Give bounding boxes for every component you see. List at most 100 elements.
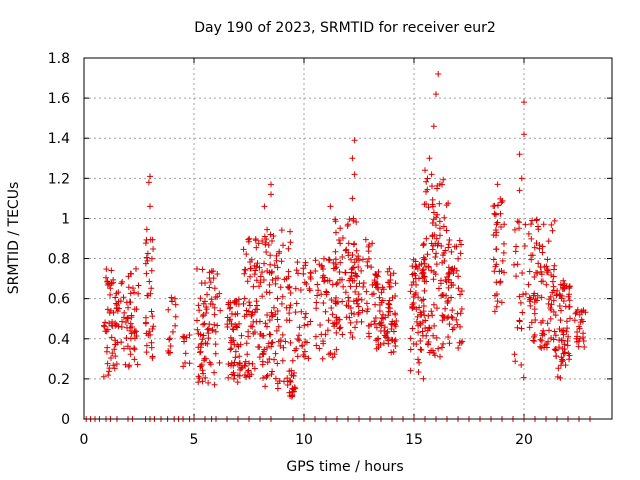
data-point: [414, 265, 421, 272]
data-point: [195, 344, 202, 351]
data-point: [530, 337, 537, 344]
data-point: [441, 258, 448, 265]
data-point: [273, 252, 280, 259]
data-point: [230, 326, 237, 333]
data-point: [544, 256, 551, 263]
data-point: [240, 246, 247, 253]
data-point: [268, 191, 274, 198]
data-point: [211, 321, 218, 328]
data-point: [363, 288, 370, 295]
data-point: [408, 282, 415, 289]
data-point: [518, 361, 525, 368]
data-point: [269, 368, 276, 375]
data-point: [410, 256, 417, 263]
data-point: [197, 348, 204, 355]
data-point: [537, 343, 544, 350]
data-point: [147, 290, 154, 297]
data-point: [516, 187, 523, 194]
data-point: [497, 210, 504, 217]
data-point: [202, 374, 209, 381]
data-point: [228, 360, 235, 367]
data-point: [433, 235, 440, 242]
data-point: [317, 322, 324, 329]
data-point: [148, 339, 155, 346]
data-point: [200, 332, 207, 339]
data-point: [358, 296, 365, 303]
data-point: [572, 310, 579, 317]
data-point: [580, 337, 587, 344]
data-point: [199, 367, 206, 374]
data-point: [302, 339, 309, 346]
data-point: [517, 299, 524, 306]
data-point: [526, 268, 533, 275]
data-point: [328, 297, 335, 304]
data-point: [445, 333, 452, 340]
data-point: [412, 290, 419, 297]
data-point: [286, 389, 293, 396]
data-point: [392, 280, 399, 287]
data-point: [354, 273, 361, 280]
data-point: [424, 186, 431, 193]
data-point: [533, 297, 540, 304]
data-point: [552, 346, 559, 353]
data-point: [336, 236, 343, 243]
data-point: [242, 363, 249, 370]
data-point: [347, 283, 354, 290]
data-point: [337, 324, 344, 331]
data-point: [535, 226, 542, 233]
data-point: [240, 300, 247, 307]
data-point: [513, 273, 520, 280]
data-point: [407, 335, 414, 342]
data-point: [385, 279, 392, 286]
data-point: [302, 314, 309, 321]
data-point: [430, 276, 437, 283]
data-point: [541, 263, 548, 270]
data-point: [148, 285, 155, 292]
data-point: [234, 341, 241, 348]
data-point: [369, 240, 376, 247]
data-point: [339, 254, 346, 261]
data-point: [449, 314, 456, 321]
y-tick-label: 1: [61, 211, 70, 227]
data-point: [287, 228, 294, 235]
data-point: [115, 289, 122, 296]
data-point: [436, 218, 443, 225]
data-point: [420, 375, 427, 382]
data-point: [168, 294, 175, 301]
data-point: [272, 311, 279, 318]
data-point: [428, 240, 435, 247]
data-point: [286, 368, 293, 375]
data-point: [186, 360, 193, 367]
data-point: [169, 298, 176, 305]
data-point: [305, 355, 312, 362]
data-point: [420, 303, 427, 310]
data-point: [203, 310, 210, 317]
data-point: [346, 314, 353, 321]
data-point: [533, 269, 540, 276]
data-point: [528, 256, 535, 263]
data-point: [418, 297, 425, 304]
data-point: [522, 290, 529, 297]
data-point: [149, 326, 156, 333]
data-point: [285, 245, 292, 252]
data-point: [366, 333, 373, 340]
data-point: [560, 331, 567, 338]
data-point: [123, 334, 130, 341]
data-point: [423, 235, 430, 242]
data-point: [256, 264, 263, 271]
data-point: [147, 236, 154, 243]
data-point: [132, 265, 139, 272]
data-point: [253, 277, 260, 284]
data-point: [256, 354, 263, 361]
data-point: [492, 211, 499, 218]
data-point: [373, 345, 380, 352]
data-point: [491, 268, 498, 275]
data-point: [252, 267, 259, 274]
data-point: [448, 265, 455, 272]
data-point: [209, 327, 216, 334]
data-point: [328, 305, 335, 312]
data-point: [344, 222, 351, 229]
data-point: [522, 221, 529, 228]
data-point: [437, 280, 444, 287]
data-point: [209, 301, 216, 308]
